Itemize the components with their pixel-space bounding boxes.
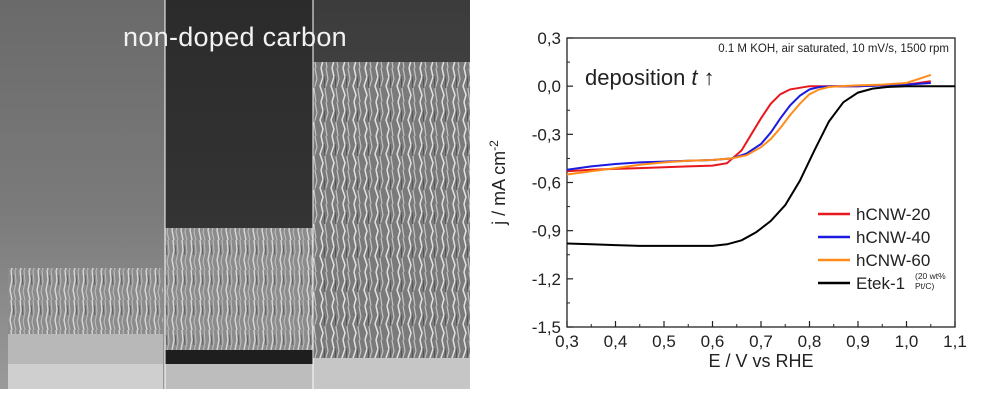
sem-image: [0, 0, 470, 389]
x-tick-label: 1,0: [895, 332, 919, 351]
y-tick-label: 0,0: [537, 77, 561, 96]
y-tick-label: -1,2: [532, 270, 561, 289]
legend-label-hcnw-40: hCNW-40: [856, 228, 930, 247]
y-tick-label: 0,3: [537, 29, 561, 48]
series-line-hcnw-40: [566, 82, 931, 171]
x-tick-label: 0,7: [749, 332, 773, 351]
y-axis-label-text: j / mA cm: [489, 151, 509, 226]
series-line-hcnw-60: [566, 73, 932, 176]
y-tick-label: -1,5: [532, 318, 561, 337]
x-tick-label: 0,6: [701, 332, 725, 351]
legend-note-line1: (20 wt%: [915, 271, 946, 281]
chart-svg: 0,3 0,4 0,5 0,6 0,7 0,8 0,9 1,0 1,1 0,3 0,0 -0,3 -0,…: [487, 29, 967, 371]
y-axis-label-superscript: -2: [487, 140, 501, 151]
legend-label-hcnw-60: hCNW-60: [856, 251, 930, 270]
x-tick-label: 1,1: [943, 332, 967, 351]
lsv-chart: 0,3 0,4 0,5 0,6 0,7 0,8 0,9 1,0 1,1 0,3 0,0 -0,3 -0,…: [470, 0, 990, 389]
sem-caption: non-doped carbon: [123, 22, 347, 52]
legend-label-etek-1: Etek-1: [856, 274, 905, 293]
deposition-label-variable: t: [691, 65, 698, 90]
x-tick-label: 0,9: [846, 332, 870, 351]
deposition-label-text: deposition: [585, 65, 691, 90]
x-tick-label: 0,8: [798, 332, 822, 351]
deposition-label: deposition t ↑: [585, 65, 715, 90]
y-tick-label: -0,3: [532, 125, 561, 144]
y-tick-label: -0,9: [532, 222, 561, 241]
sem-micrograph-panel: non-doped carbon: [0, 0, 470, 389]
x-tick-label: 0,4: [604, 332, 628, 351]
x-axis-label: E / V vs RHE: [708, 351, 813, 371]
x-tick-label: 0,3: [555, 332, 579, 351]
legend-label-hcnw-20: hCNW-20: [856, 205, 930, 224]
legend-note-line2: Pt/C): [915, 281, 935, 291]
conditions-annotation: 0.1 M KOH, air saturated, 10 mV/s, 1500 …: [718, 43, 949, 55]
deposition-label-arrow: ↑: [698, 65, 715, 90]
series-line-hcnw-20: [566, 80, 931, 173]
series-line-etek-1: [566, 85, 955, 247]
y-axis-label: j / mA cm-2: [487, 140, 509, 226]
x-tick-label: 0,5: [652, 332, 676, 351]
y-tick-label: -0,6: [532, 174, 561, 193]
